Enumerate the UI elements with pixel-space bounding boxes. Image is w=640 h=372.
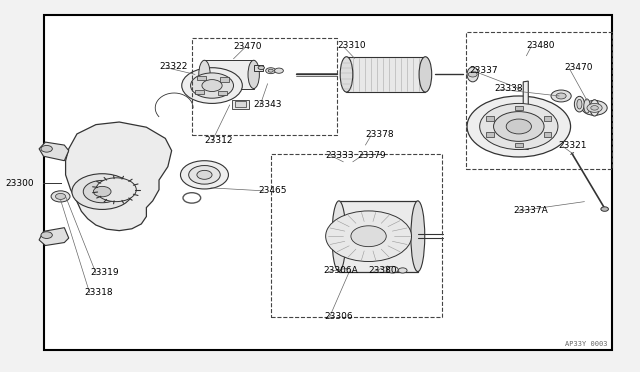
Circle shape [326, 211, 412, 262]
Circle shape [202, 80, 222, 92]
Ellipse shape [419, 57, 432, 92]
Circle shape [468, 72, 477, 77]
Bar [543, 132, 551, 137]
Circle shape [182, 68, 243, 103]
Bar [220, 77, 229, 81]
Circle shape [493, 112, 544, 141]
Circle shape [556, 93, 566, 99]
Circle shape [398, 268, 407, 273]
Bar [192, 38, 337, 135]
Circle shape [258, 66, 264, 70]
Bar [515, 106, 523, 110]
Circle shape [467, 96, 571, 157]
Text: 23343: 23343 [253, 100, 282, 109]
Circle shape [83, 180, 121, 203]
Circle shape [551, 90, 571, 102]
Text: 23380: 23380 [369, 266, 397, 275]
Circle shape [93, 186, 111, 197]
Bar [543, 116, 551, 121]
Bar [486, 132, 494, 137]
Ellipse shape [199, 60, 210, 89]
Text: 23378: 23378 [365, 130, 394, 139]
Bar [195, 90, 204, 94]
Ellipse shape [467, 67, 479, 82]
Text: 23321: 23321 [558, 141, 586, 150]
Bar [232, 100, 249, 109]
Text: 23379: 23379 [357, 151, 386, 160]
Circle shape [41, 232, 52, 238]
Circle shape [351, 226, 387, 247]
Circle shape [479, 103, 558, 150]
Circle shape [387, 266, 398, 273]
Circle shape [197, 170, 212, 179]
Text: 23337: 23337 [470, 66, 498, 75]
Circle shape [506, 119, 531, 134]
Text: 23480: 23480 [526, 41, 555, 50]
Ellipse shape [248, 60, 259, 89]
Polygon shape [204, 60, 253, 89]
Polygon shape [339, 201, 418, 272]
Bar [467, 32, 612, 169]
Circle shape [591, 106, 598, 110]
Text: 23337A: 23337A [514, 206, 548, 215]
Circle shape [191, 73, 234, 98]
Polygon shape [39, 142, 68, 161]
Bar [271, 154, 442, 317]
Bar [218, 91, 227, 95]
Text: 23465: 23465 [258, 186, 287, 195]
Bar [515, 143, 523, 147]
Text: 23306: 23306 [324, 312, 353, 321]
Ellipse shape [332, 201, 346, 272]
Circle shape [180, 161, 228, 189]
Text: 23306A: 23306A [323, 266, 358, 275]
Text: 23300: 23300 [5, 179, 34, 187]
Polygon shape [253, 65, 262, 71]
Text: 23312: 23312 [204, 136, 233, 145]
Ellipse shape [574, 96, 584, 112]
Text: AP33Y 0003: AP33Y 0003 [564, 341, 607, 347]
Polygon shape [524, 81, 528, 150]
Circle shape [587, 103, 602, 112]
Text: 23338: 23338 [495, 84, 524, 93]
Text: 23310: 23310 [337, 41, 365, 50]
Ellipse shape [584, 99, 590, 113]
Ellipse shape [340, 57, 353, 92]
Circle shape [268, 69, 273, 72]
Text: 23322: 23322 [159, 62, 188, 71]
Ellipse shape [590, 100, 599, 116]
Bar [197, 76, 206, 80]
Text: 23319: 23319 [91, 268, 120, 277]
Polygon shape [65, 122, 172, 231]
Circle shape [51, 191, 70, 202]
Ellipse shape [411, 201, 425, 272]
Ellipse shape [577, 99, 582, 109]
Polygon shape [346, 57, 426, 92]
Text: 23470: 23470 [564, 63, 593, 72]
Circle shape [582, 100, 607, 115]
Polygon shape [39, 228, 68, 246]
Circle shape [72, 174, 132, 209]
Text: 23333: 23333 [326, 151, 355, 160]
Circle shape [41, 145, 52, 152]
Circle shape [266, 68, 276, 74]
Circle shape [601, 207, 609, 211]
Circle shape [189, 166, 220, 184]
Bar [235, 101, 246, 107]
Text: 23318: 23318 [84, 288, 113, 296]
Circle shape [56, 193, 65, 199]
Circle shape [275, 68, 284, 73]
Bar [486, 116, 494, 121]
Text: 23470: 23470 [233, 42, 261, 51]
Circle shape [96, 178, 136, 202]
